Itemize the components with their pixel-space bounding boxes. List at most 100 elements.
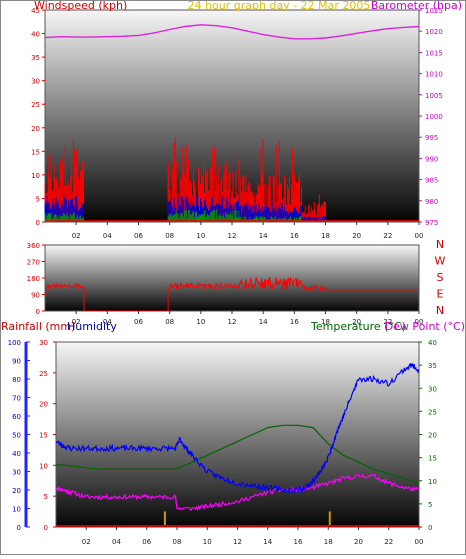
rain-tick-label: 30 — [12, 469, 21, 477]
temp-tick-label: 15 — [428, 455, 437, 463]
right-tick-label: 1020 — [425, 28, 443, 36]
humidity-axis: 0 5 10 15 20 25 30 — [39, 339, 56, 532]
x-tick-label: 06 — [134, 318, 143, 326]
humidity-tick-label: 15 — [39, 432, 48, 440]
direction-letter: E — [437, 288, 444, 301]
rain-tick-label: 50 — [12, 432, 21, 440]
x-tick-label: 12 — [228, 318, 237, 326]
left-tick-label: 25 — [31, 101, 40, 109]
x-tick-label: 08 — [165, 232, 174, 240]
env-plot-area — [55, 341, 420, 528]
x-tick-label: 16 — [290, 318, 299, 326]
right-tick-label: 1000 — [425, 113, 443, 121]
dewpoint-axis-label: Dew Point (°C) — [385, 320, 465, 333]
temp-tick-label: 20 — [428, 432, 437, 440]
left-tick-label: 45 — [31, 7, 40, 15]
x-tick-label: 12 — [233, 538, 242, 546]
x-tick-label: 10 — [196, 318, 205, 326]
direction-tick-label: 180 — [27, 275, 40, 283]
direction-letter: W — [435, 255, 446, 268]
x-tick-label: 02 — [72, 232, 81, 240]
temp-tick-label: 40 — [428, 339, 437, 347]
humidity-line — [55, 362, 420, 494]
left-tick-label: 40 — [31, 31, 40, 39]
rainfall-axis: 0 10 20 30 40 50 60 70 80 90 100 — [8, 339, 30, 532]
right-tick-label: 975 — [425, 219, 438, 227]
humidity-axis-label: Humidity — [67, 320, 117, 333]
rain-tick-label: 40 — [12, 450, 21, 458]
humidity-tick-label: 25 — [39, 370, 48, 378]
barometer-line — [44, 24, 420, 40]
x-tick-label: 20 — [354, 538, 363, 546]
temp-tick-label: 0 — [428, 524, 432, 532]
humidity-tick-label: 20 — [39, 401, 48, 409]
left-tick-label: 5 — [36, 195, 40, 203]
rain-tick-label: 60 — [12, 413, 21, 421]
env-x-axis: 02 04 06 08 10 12 14 16 18 20 22 00 — [82, 527, 423, 546]
direction-x-axis: 02 04 06 08 10 12 14 16 18 20 22 00 — [72, 311, 424, 326]
x-tick-label: 02 — [82, 538, 91, 546]
right-tick-label: 1015 — [425, 49, 443, 57]
x-tick-label: 06 — [134, 232, 143, 240]
left-tick-label: 35 — [31, 54, 40, 62]
wind-series — [44, 137, 326, 222]
direction-tick-label: 270 — [27, 259, 40, 267]
x-tick-label: 14 — [263, 538, 272, 546]
temperature-axis-label: Temperature (°C) — [310, 320, 406, 333]
left-tick-label: 30 — [31, 78, 40, 86]
right-tick-label: 1005 — [425, 92, 443, 100]
x-tick-label: 14 — [259, 318, 268, 326]
rain-bar — [163, 511, 166, 527]
x-tick-label: 04 — [103, 232, 112, 240]
rain-tick-label: 10 — [12, 506, 21, 514]
x-tick-label: 22 — [383, 232, 392, 240]
right-tick-label: 1025 — [425, 7, 443, 15]
wind-chart-title: 24 hour graph day - 22 Mar 2005 — [188, 0, 371, 12]
wind-plot-area — [44, 9, 420, 223]
direction-tick-label: 0 — [36, 308, 40, 316]
rain-tick-label: 100 — [8, 339, 21, 347]
right-tick-label: 985 — [425, 177, 438, 185]
x-tick-label: 06 — [142, 538, 151, 546]
x-tick-label: 12 — [228, 232, 237, 240]
humidity-tick-label: 10 — [39, 462, 48, 470]
right-tick-label: 980 — [425, 198, 438, 206]
rainfall-axis-label: Rainfall (mm) — [1, 320, 75, 333]
x-tick-label: 14 — [259, 232, 268, 240]
rain-tick-label: 90 — [12, 358, 21, 366]
x-tick-label: 18 — [321, 318, 330, 326]
rain-tick-label: 0 — [17, 524, 21, 532]
x-tick-label: 18 — [321, 232, 330, 240]
temperature-axis: 0 5 10 15 20 25 30 35 40 — [419, 339, 437, 532]
left-tick-label: 0 — [36, 219, 40, 227]
rain-tick-label: 80 — [12, 376, 21, 384]
direction-left-axis: 360 270 180 90 0 — [27, 242, 45, 316]
barometer-right-axis: 975 980 985 990 995 1000 1005 1010 1015 1020 1025 — [419, 7, 443, 227]
direction-letter: N — [436, 238, 444, 251]
direction-letter: N — [436, 304, 444, 317]
temp-tick-label: 5 — [428, 501, 432, 509]
x-tick-label: 20 — [352, 232, 361, 240]
x-tick-label: 08 — [165, 318, 174, 326]
humidity-tick-label: 30 — [39, 339, 48, 347]
x-tick-label: 04 — [103, 318, 112, 326]
x-tick-label: 00 — [415, 232, 424, 240]
wind-direction-line — [44, 276, 419, 312]
temp-tick-label: 25 — [428, 408, 437, 416]
x-tick-label: 16 — [290, 232, 299, 240]
barometer-axis-label: Barometer (hpa) — [371, 0, 462, 12]
x-tick-label: 10 — [196, 232, 205, 240]
dewpoint-line — [56, 473, 420, 512]
rain-tick-label: 70 — [12, 395, 21, 403]
direction-tick-label: 360 — [27, 242, 40, 250]
x-tick-label: 02 — [72, 318, 81, 326]
right-tick-label: 995 — [425, 134, 438, 142]
x-tick-label: 22 — [384, 538, 393, 546]
wind-left-axis: 0 5 10 15 20 25 30 35 40 45 — [31, 7, 45, 227]
x-tick-label: 00 — [415, 318, 424, 326]
wind-x-axis: 02 04 06 08 10 12 14 16 18 20 22 00 — [72, 222, 424, 240]
x-tick-label: 08 — [173, 538, 182, 546]
wind-axis-label: Windspeed (kph) — [34, 0, 127, 12]
